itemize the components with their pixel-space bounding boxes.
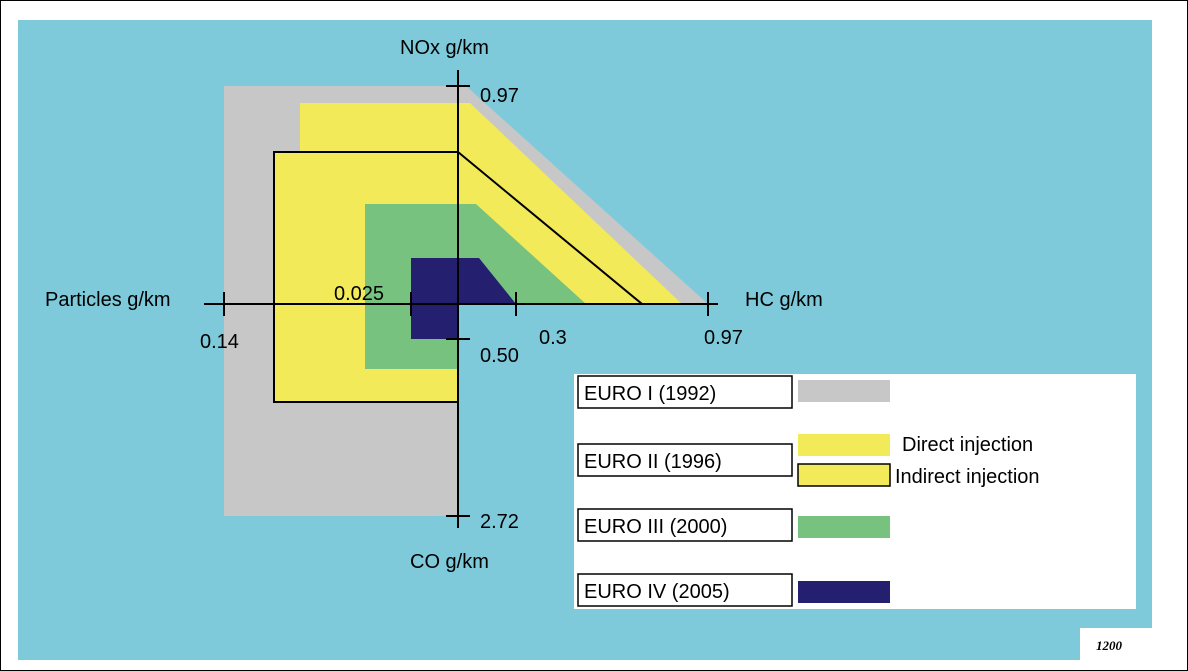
legend-euro2-indirect-swatch xyxy=(797,463,891,487)
legend-euro2-indirect-label: Indirect injection xyxy=(895,466,1040,488)
legend-euro1-box xyxy=(577,375,793,409)
co-axis-label: CO g/km xyxy=(410,551,489,573)
legend-euro1-swatch xyxy=(798,380,890,402)
legend-euro2-box xyxy=(577,443,793,477)
hc-tick-label-0.3: 0.3 xyxy=(539,327,567,349)
emission-standards-diagram: NOx g/km 0.97 HC g/km 0.3 0.97 Particles… xyxy=(18,20,1152,660)
axes xyxy=(204,70,718,528)
legend-euro1-label: EURO I (1992) xyxy=(584,383,716,405)
nox-axis-label: NOx g/km xyxy=(400,37,489,59)
legend-euro2-direct-label: Direct injection xyxy=(902,434,1033,456)
legend-euro4-label: EURO IV (2005) xyxy=(584,581,730,603)
stamp-background xyxy=(1080,628,1152,660)
page-number-stamp: 1200 xyxy=(1096,638,1123,653)
legend-euro2-direct-swatch xyxy=(798,434,890,456)
legend: EURO I (1992) EURO II (1996) Direct inje… xyxy=(574,374,1136,609)
legend-euro4-swatch xyxy=(798,581,890,603)
particles-tick-label-0.14: 0.14 xyxy=(200,331,239,353)
co-tick-label-0.50: 0.50 xyxy=(480,345,519,367)
euro4-region xyxy=(411,258,516,339)
particles-axis-label: Particles g/km xyxy=(45,289,171,311)
co-tick-label-2.72: 2.72 xyxy=(480,511,519,533)
legend-euro3-swatch xyxy=(798,516,890,538)
legend-euro3-box xyxy=(577,508,793,542)
particles-tick-label-0.025: 0.025 xyxy=(334,283,384,305)
legend-euro4-box xyxy=(577,573,793,607)
diagram-panel: NOx g/km 0.97 HC g/km 0.3 0.97 Particles… xyxy=(18,20,1152,660)
hc-tick-label-0.97: 0.97 xyxy=(704,327,743,349)
nox-tick-label: 0.97 xyxy=(480,85,519,107)
legend-euro2-label: EURO II (1996) xyxy=(584,451,722,473)
legend-background xyxy=(574,374,1136,609)
hc-axis-label: HC g/km xyxy=(745,289,823,311)
legend-euro3-label: EURO III (2000) xyxy=(584,516,727,538)
